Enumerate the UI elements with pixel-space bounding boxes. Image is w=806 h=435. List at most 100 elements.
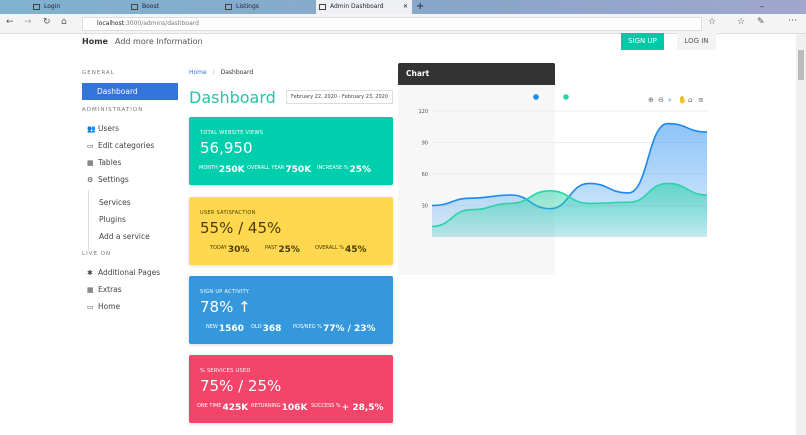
card-value: 78% ↑ bbox=[200, 298, 251, 316]
sidebar-item-settings[interactable]: ⚙ Settings bbox=[87, 175, 129, 184]
label: Settings bbox=[98, 175, 129, 184]
card-title: % SERVICES USED bbox=[200, 368, 251, 374]
card-stat: PAST25% bbox=[265, 245, 300, 255]
breadcrumb: Home / Dashboard bbox=[189, 69, 253, 76]
date-range-picker[interactable]: February 22, 2020 - February 23, 2020 bbox=[286, 90, 393, 104]
breadcrumb-current: Dashboard bbox=[220, 69, 254, 76]
favorites-icon[interactable]: ☆ bbox=[737, 17, 746, 27]
stat-label: POS/NEG % bbox=[293, 324, 322, 330]
stat-value: 77% / 23% bbox=[322, 324, 376, 334]
sidebar-item-edit-categories[interactable]: ▭ Edit categories bbox=[87, 141, 154, 150]
stat-label: ONE TIME bbox=[197, 403, 222, 409]
card-stat: POS/NEG %77% / 23% bbox=[293, 324, 376, 334]
zoom-in-icon[interactable]: ⊕ bbox=[648, 96, 654, 104]
home-icon[interactable]: ⌂ bbox=[688, 96, 692, 104]
bug-icon: ✱ bbox=[87, 269, 93, 277]
breadcrumb-home[interactable]: Home bbox=[189, 69, 207, 76]
sidebar-item-additional-pages[interactable]: ✱ Additional Pages bbox=[87, 268, 160, 277]
menu-icon[interactable]: ≡ bbox=[698, 96, 704, 104]
card-stat: INCREASE %25% bbox=[317, 165, 371, 175]
tab-bar: Login Boost Listings Admin Dashboard ✕ + … bbox=[0, 0, 806, 25]
stat-value: 1560 bbox=[218, 324, 244, 334]
card-stat: OVERALL %45% bbox=[315, 245, 367, 255]
tab-login[interactable]: Login bbox=[30, 0, 125, 14]
sidebar-item-home[interactable]: ▭ Home bbox=[87, 302, 120, 311]
sidebar-item-users[interactable]: 👥 Users bbox=[87, 124, 119, 133]
more-icon[interactable]: ⋯ bbox=[788, 16, 797, 26]
stat-label: OVERALL % bbox=[315, 245, 345, 251]
stat-value: 368 bbox=[262, 324, 282, 334]
sidebar-item-plugins[interactable]: Plugins bbox=[99, 215, 126, 224]
section-live-on: LIVE ON bbox=[82, 251, 112, 257]
stat-label: OVERALL YEAR bbox=[247, 165, 285, 171]
tab-listings[interactable]: Listings bbox=[222, 0, 314, 14]
card-value: 75% / 25% bbox=[200, 377, 282, 395]
log-in-button[interactable]: LOG IN bbox=[677, 33, 716, 50]
stat-label: INCREASE % bbox=[317, 165, 349, 171]
top-nav: Home Add more Information bbox=[0, 34, 795, 54]
sidebar-item-tables[interactable]: ▦ Tables bbox=[87, 158, 121, 167]
card-stat: TODAY30% bbox=[210, 245, 249, 255]
sign-up-button[interactable]: SIGN UP bbox=[621, 33, 664, 50]
laptop-icon: ▭ bbox=[87, 303, 94, 311]
sidebar-item-add-service[interactable]: Add a service bbox=[99, 232, 150, 241]
label: Edit categories bbox=[98, 141, 155, 150]
close-tab-icon[interactable]: ✕ bbox=[402, 3, 408, 10]
chart-panel-title: Chart bbox=[398, 63, 555, 85]
tab-label: Login bbox=[44, 3, 61, 10]
stat-card: SIGN UP ACTIVITY 78% ↑ NEW1560 OLD368 POS/N… bbox=[189, 276, 393, 344]
card-stat: ONE TIME425K bbox=[197, 403, 248, 413]
sidebar-item-services[interactable]: Services bbox=[99, 198, 131, 207]
url-input[interactable]: localhost:3000/admins/dashboard bbox=[82, 17, 702, 31]
legend-marker[interactable] bbox=[563, 94, 569, 100]
card-title: TOTAL WEBSITE VIEWS bbox=[200, 130, 264, 136]
card-stat: MONTH250K bbox=[199, 165, 245, 175]
tab-admin-dashboard[interactable]: Admin Dashboard ✕ bbox=[316, 0, 412, 14]
stat-label: OLD bbox=[251, 324, 262, 330]
stat-label: PAST bbox=[265, 245, 278, 251]
label: Users bbox=[98, 124, 120, 133]
stat-value: 45% bbox=[345, 245, 367, 255]
favorite-star-icon[interactable]: ☆ bbox=[708, 17, 717, 27]
zoom-out-icon[interactable]: ⊖ bbox=[658, 96, 664, 104]
tab-label: Admin Dashboard bbox=[330, 3, 384, 10]
tab-boost[interactable]: Boost bbox=[128, 0, 220, 14]
gear-icon: ⚙ bbox=[87, 176, 94, 184]
forward-icon[interactable]: → bbox=[24, 17, 32, 27]
breadcrumb-separator: / bbox=[212, 69, 215, 76]
label: Home bbox=[98, 302, 121, 311]
pan-hand-icon[interactable]: ✋ bbox=[678, 95, 687, 104]
pen-icon[interactable]: ✎ bbox=[757, 17, 765, 27]
stat-card: USER SATISFACTION 55% / 45% TODAY30% PAST2… bbox=[189, 197, 393, 265]
section-general: GENERAL bbox=[82, 70, 115, 76]
table-icon: ▦ bbox=[87, 159, 94, 167]
scrollbar[interactable] bbox=[796, 34, 806, 435]
sidebar-item-dashboard[interactable]: Dashboard bbox=[82, 83, 178, 100]
stat-label: SUCCESS % bbox=[311, 403, 341, 409]
back-icon[interactable]: ← bbox=[6, 17, 14, 27]
magnifier-icon[interactable]: ⌕ bbox=[668, 96, 672, 104]
card-stat: SUCCESS %+ 28,5% bbox=[311, 403, 384, 413]
home-icon[interactable]: ⌂ bbox=[61, 17, 67, 27]
chart-panel: Chart bbox=[398, 63, 555, 275]
stat-label: RETURNING bbox=[251, 403, 281, 409]
stat-label: TODAY bbox=[210, 245, 227, 251]
card-stat: OVERALL YEAR750K bbox=[247, 165, 311, 175]
refresh-icon[interactable]: ↻ bbox=[43, 17, 51, 27]
new-tab-icon[interactable]: + bbox=[416, 1, 425, 12]
stat-value: 250K bbox=[218, 165, 245, 175]
section-administration: ADMINISTRATION bbox=[82, 107, 144, 113]
stat-value: + 28,5% bbox=[341, 403, 384, 413]
sidebar-item-extras[interactable]: ▦ Extras bbox=[87, 285, 122, 294]
card-stat: NEW1560 bbox=[206, 324, 244, 334]
tab-label: Boost bbox=[142, 3, 159, 10]
tab-label: Listings bbox=[236, 3, 259, 10]
page-title: Dashboard bbox=[189, 88, 276, 107]
nav-add-more-information[interactable]: Add more Information bbox=[115, 37, 203, 46]
stat-value: 25% bbox=[278, 245, 300, 255]
stat-label: MONTH bbox=[199, 165, 218, 171]
card-title: USER SATISFACTION bbox=[200, 210, 256, 216]
stat-value: 425K bbox=[222, 403, 249, 413]
nav-home[interactable]: Home bbox=[82, 37, 108, 46]
submenu-divider bbox=[88, 190, 89, 250]
